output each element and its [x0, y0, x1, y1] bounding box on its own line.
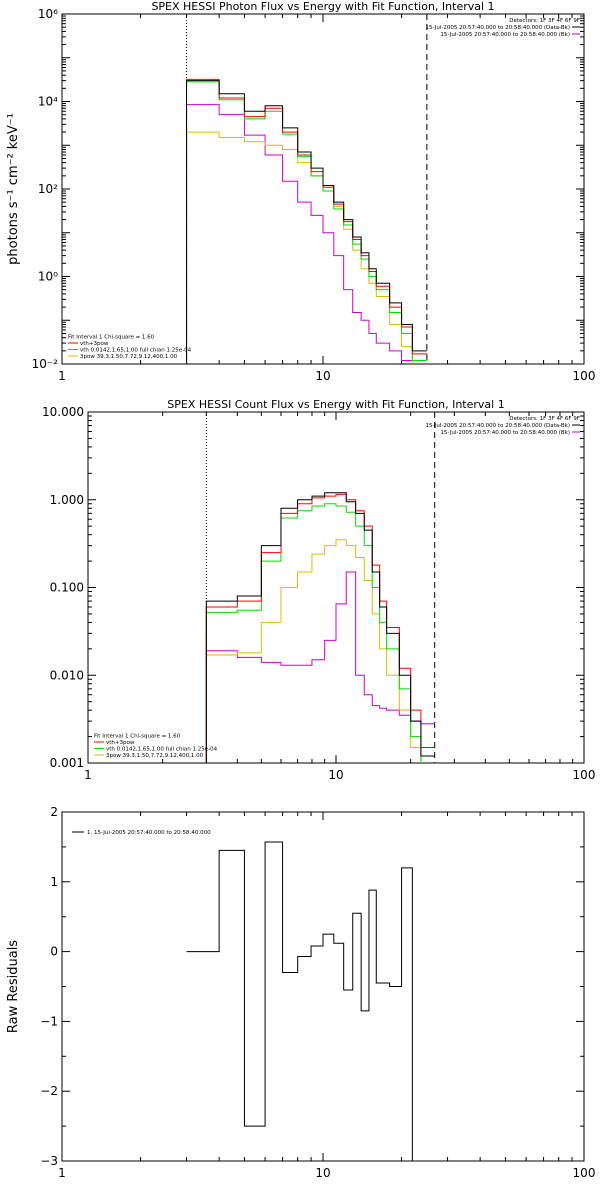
- series-2-line: [186, 78, 427, 364]
- x-tick-label: 10: [315, 1166, 330, 1180]
- top-legend-entry: Detectors: 1F 3F 4F 6F 9F: [509, 18, 580, 24]
- plot-area: [205, 492, 435, 763]
- bottom-legend-entry: Fit Interval 1 Chi-square = 1.60: [94, 734, 181, 740]
- series-1-line: [186, 80, 427, 364]
- y-tick-label: 10⁰: [38, 270, 58, 284]
- y-axis-label: Raw Residuals: [6, 940, 21, 1033]
- series-5-line: [186, 104, 413, 364]
- panel-1: SPEX HESSI Photon Flux vs Energy with Fi…: [6, 0, 595, 383]
- series-4-line: [186, 131, 413, 364]
- y-tick-label: 0.100: [50, 581, 84, 595]
- legend-entry: 1. 15-Jul-2005 20:57:40.000 to 20:58:40.…: [87, 830, 211, 836]
- y-tick-label: 1.000: [50, 493, 84, 507]
- series-2-line: [205, 493, 435, 763]
- x-tick-label: 1: [58, 1166, 66, 1180]
- panel-3: 1 10 100 −3 −2 −1 0 1 2 Raw Residuals 1. 15-Jul-20…: [6, 805, 595, 1180]
- y-tick-label: 2: [50, 805, 58, 819]
- y-tick-label: 0: [50, 945, 58, 959]
- top-legend-entry: 15-Jul-2005 20:57:40.000 to 20:58:40.000…: [426, 423, 571, 429]
- series-5-line: [205, 571, 435, 763]
- plot-frame: [61, 811, 585, 1162]
- y-tick-label: 0.001: [50, 756, 84, 770]
- y-tick-label: 10⁴: [38, 95, 58, 109]
- x-tick-label: 1: [58, 369, 66, 383]
- top-legend-entry: 15-Jul-2005 20:57:40.000 to 20:58:40.000…: [440, 32, 570, 38]
- series-1-line: [186, 841, 428, 1161]
- y-tick-label: −1: [40, 1014, 58, 1028]
- bottom-legend-entry: Fit Interval 1 Chi-square = 1.60: [68, 335, 155, 341]
- y-tick-label: −3: [40, 1154, 58, 1168]
- series-1-line: [205, 492, 435, 763]
- plot-frame: [87, 411, 585, 764]
- x-tick-label: 1: [84, 768, 92, 782]
- top-legend-entry: 15-Jul-2005 20:57:40.000 to 20:58:40.000…: [440, 430, 570, 436]
- x-tick-label: 100: [573, 369, 596, 383]
- y-axis-label: photons s⁻¹ cm⁻² keV⁻¹: [6, 113, 21, 265]
- y-tick-label: −2: [40, 1084, 58, 1098]
- y-tick-label: 10²: [38, 182, 58, 196]
- bottom-legend-entry: vth+3pow: [106, 740, 135, 746]
- bottom-legend-entry: 3pow 39.3,1.50,7.72,9.12,400,1.00: [106, 753, 204, 759]
- plot-area: [186, 841, 428, 1161]
- y-tick-label: 10⁶: [38, 7, 58, 21]
- bottom-legend-entry: vth+3pow: [80, 341, 109, 347]
- panel-2: SPEX HESSI Count Flux vs Energy with Fit…: [42, 398, 595, 782]
- chart-title: SPEX HESSI Count Flux vs Energy with Fit…: [167, 398, 504, 411]
- bottom-legend-entry: vth 0.0142,1.65,1.00 full chian 1.25e-04: [106, 747, 218, 753]
- chart-title: SPEX HESSI Photon Flux vs Energy with Fi…: [151, 0, 494, 13]
- bottom-legend-entry: vth 0.0142,1.65,1.00 full chian 1.25e-04: [80, 348, 192, 354]
- top-legend-entry: Detectors: 1F 3F 4F 6F 9F: [509, 416, 580, 422]
- y-tick-label: 10⁻²: [32, 357, 59, 371]
- x-tick-label: 100: [573, 768, 596, 782]
- series-4-line: [205, 539, 422, 763]
- x-tick-label: 10: [315, 369, 330, 383]
- y-tick-label: 10.000: [42, 405, 84, 419]
- bottom-legend-entry: 3pow 39.3,1.50,7.72,9.12,400,1.00: [80, 354, 178, 360]
- y-tick-label: 0.010: [50, 668, 84, 682]
- y-tick-label: 1: [50, 875, 58, 889]
- x-tick-label: 100: [573, 1166, 596, 1180]
- top-legend-entry: 15-Jul-2005 20:57:40.000 to 20:58:40.000…: [426, 25, 571, 31]
- plot-area: [186, 78, 427, 364]
- series-3-line: [186, 81, 427, 364]
- x-tick-label: 10: [328, 768, 343, 782]
- series-3-line: [205, 503, 422, 763]
